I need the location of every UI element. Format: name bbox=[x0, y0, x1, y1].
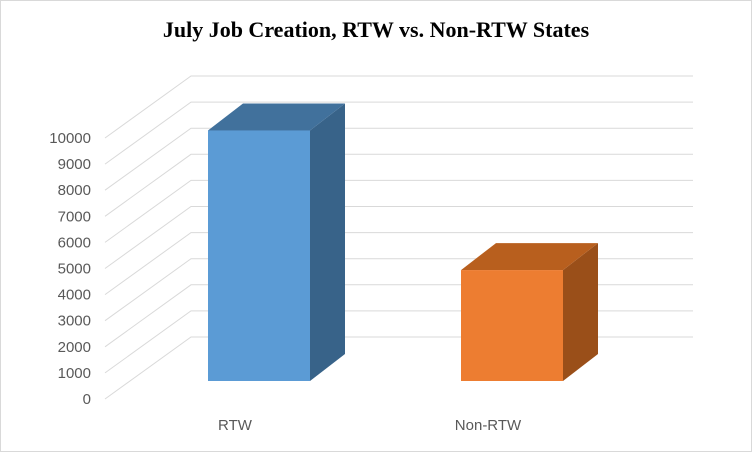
gridline-8 bbox=[104, 127, 693, 191]
x-tick-label-rtw: RTW bbox=[218, 417, 253, 434]
gridline-4 bbox=[104, 232, 693, 296]
y-tick-label-4: 4000 bbox=[58, 287, 91, 304]
bar-side-non-rtw bbox=[563, 243, 598, 381]
gridline-0 bbox=[104, 336, 693, 400]
gridline-1 bbox=[104, 310, 693, 374]
bar-non-rtw bbox=[461, 270, 563, 381]
bar-top-non-rtw bbox=[461, 243, 598, 271]
bar-top-rtw bbox=[208, 103, 345, 131]
y-tick-label-2: 2000 bbox=[58, 339, 91, 356]
y-tick-label-9: 9000 bbox=[58, 156, 91, 173]
gridline-10 bbox=[104, 75, 693, 139]
x-tick-label-non-rtw: Non-RTW bbox=[455, 417, 522, 434]
y-tick-label-0: 0 bbox=[83, 391, 91, 408]
y-tick-label-6: 6000 bbox=[58, 234, 91, 251]
gridline-3 bbox=[104, 258, 693, 322]
gridline-5 bbox=[104, 206, 693, 269]
y-tick-label-3: 3000 bbox=[58, 313, 91, 330]
gridline-9 bbox=[104, 101, 693, 165]
y-tick-label-10: 10000 bbox=[49, 130, 91, 147]
gridline-6 bbox=[104, 179, 693, 243]
y-tick-label-1: 1000 bbox=[58, 365, 91, 382]
y-tick-label-5: 5000 bbox=[58, 261, 91, 278]
gridline-7 bbox=[104, 153, 693, 217]
bar-side-rtw bbox=[310, 103, 345, 381]
y-tick-label-8: 8000 bbox=[58, 182, 91, 199]
y-tick-label-7: 7000 bbox=[58, 208, 91, 225]
bar-rtw bbox=[208, 130, 310, 381]
chart-title: July Job Creation, RTW vs. Non-RTW State… bbox=[162, 17, 590, 42]
